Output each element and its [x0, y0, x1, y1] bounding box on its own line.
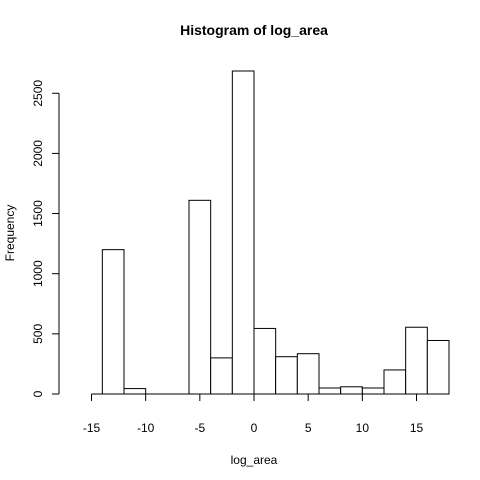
y-tick-label-0: 0: [31, 390, 45, 397]
histogram-bar-10: [319, 388, 341, 394]
histogram-bar-7: [254, 328, 276, 394]
histogram-bar-1: [124, 389, 146, 394]
x-tick-label-5: 10: [356, 421, 370, 435]
y-tick-label-4: 2000: [31, 140, 45, 167]
x-axis-label: log_area: [231, 453, 278, 467]
x-tick-label-6: 15: [410, 421, 424, 435]
x-tick-label-2: -5: [194, 421, 205, 435]
histogram-bar-4: [189, 200, 211, 394]
histogram-bar-14: [406, 327, 428, 394]
histogram-bar-12: [362, 388, 384, 394]
x-tick-label-4: 5: [305, 421, 312, 435]
histogram-bar-0: [102, 250, 124, 394]
x-tick-label-1: -10: [137, 421, 155, 435]
x-axis: -15 -10 -5 0 5 10 15: [83, 394, 424, 435]
histogram-bar-9: [297, 354, 319, 394]
y-tick-label-2: 1000: [31, 260, 45, 287]
histogram-bar-11: [341, 387, 363, 394]
y-axis: 0 500 1000 1500 2000 2500: [31, 80, 59, 398]
x-tick-label-3: 0: [251, 421, 258, 435]
histogram-bars: [102, 71, 449, 394]
x-tick-label-0: -15: [83, 421, 101, 435]
y-tick-label-5: 2500: [31, 80, 45, 107]
histogram-bar-6: [232, 71, 254, 394]
y-tick-label-3: 1500: [31, 200, 45, 227]
histogram-bar-5: [211, 358, 233, 394]
y-tick-label-1: 500: [31, 324, 45, 344]
histogram-bar-8: [276, 357, 298, 394]
histogram-bar-15: [427, 340, 449, 394]
chart-title: Histogram of log_area: [180, 22, 328, 38]
histogram-bar-13: [384, 370, 406, 394]
y-axis-label: Frequency: [3, 205, 17, 262]
